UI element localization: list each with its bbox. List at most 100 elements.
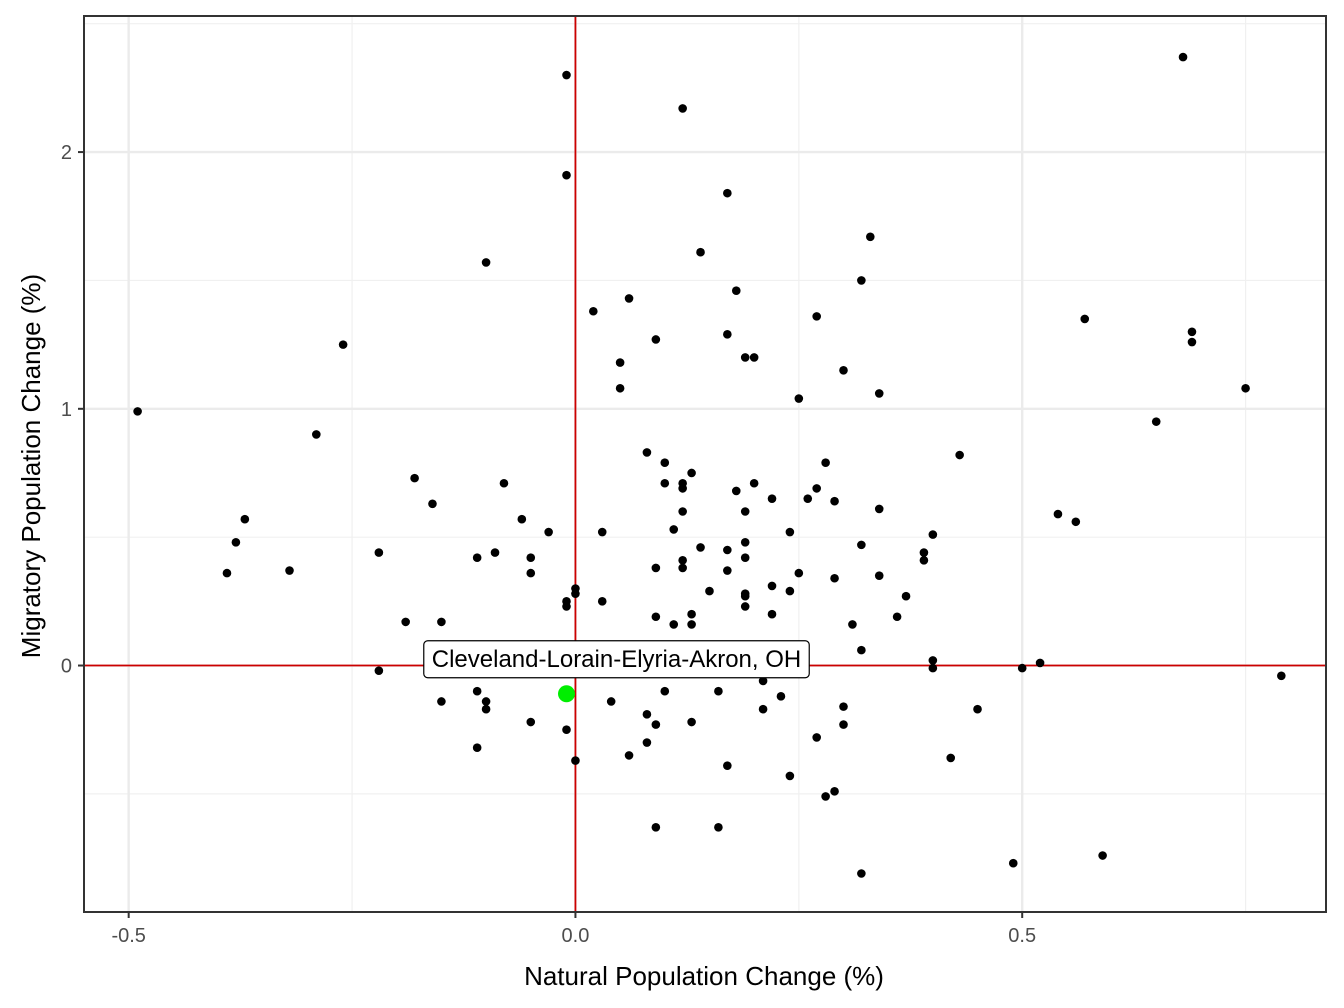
data-point <box>231 538 241 547</box>
data-point <box>874 571 884 580</box>
data-point <box>651 822 661 832</box>
data-point <box>696 543 705 552</box>
data-point <box>1008 858 1018 868</box>
data-point <box>714 822 723 832</box>
data-point <box>589 306 598 316</box>
data-point <box>892 612 902 622</box>
data-point <box>481 704 491 714</box>
data-point <box>687 609 696 619</box>
data-point <box>767 581 777 591</box>
data-point <box>758 676 768 686</box>
reference-lines <box>84 16 1326 912</box>
data-point <box>1178 52 1188 62</box>
data-point <box>437 617 446 627</box>
data-point <box>857 276 866 285</box>
data-point <box>723 330 732 339</box>
data-point <box>544 527 553 537</box>
data-point <box>723 566 732 575</box>
data-point <box>472 743 482 752</box>
y-axis-ticks: 0 1 2 <box>61 142 84 678</box>
data-point <box>705 586 714 596</box>
data-point <box>240 514 250 524</box>
data-point <box>767 609 777 619</box>
x-tick-label: 0.5 <box>1008 925 1036 947</box>
data-point <box>678 563 687 573</box>
data-point <box>481 258 491 267</box>
data-point <box>740 507 750 516</box>
data-point <box>374 548 384 557</box>
data-point <box>651 612 661 622</box>
data-point <box>678 507 687 516</box>
data-point <box>830 573 839 583</box>
data-point <box>785 586 795 596</box>
highlight-label: Cleveland-Lorain-Elyria-Akron, OH <box>432 646 801 673</box>
data-point <box>767 494 777 503</box>
data-point <box>624 294 634 303</box>
data-point <box>222 568 232 578</box>
data-point <box>866 232 875 242</box>
data-point <box>874 504 884 514</box>
data-point <box>946 753 956 763</box>
data-point <box>642 710 652 719</box>
data-point <box>660 478 670 488</box>
x-axis-title: Natural Population Change (%) <box>524 961 884 991</box>
data-point <box>794 568 804 578</box>
data-point <box>821 458 830 468</box>
data-point <box>481 697 491 706</box>
data-point <box>812 484 821 493</box>
data-point <box>624 751 634 760</box>
data-point <box>687 468 696 478</box>
data-point <box>731 486 741 496</box>
data-point <box>740 553 750 563</box>
data-point <box>848 620 857 629</box>
data-point <box>615 383 625 393</box>
data-point <box>499 478 509 488</box>
data-point <box>526 717 536 727</box>
data-point <box>651 563 661 573</box>
data-point <box>660 458 670 468</box>
data-point <box>562 725 571 735</box>
data-point <box>651 720 661 729</box>
data-point <box>472 553 482 563</box>
highlight-label-box <box>423 640 810 679</box>
data-point <box>696 247 705 257</box>
data-point <box>490 548 500 557</box>
data-point <box>714 686 723 696</box>
data-point <box>1071 517 1081 527</box>
data-point <box>669 620 679 629</box>
x-tick-label: 0.0 <box>562 925 590 947</box>
data-point <box>857 540 866 550</box>
data-point <box>723 545 732 555</box>
data-point <box>1080 314 1090 324</box>
data-point <box>812 312 821 321</box>
data-point <box>723 761 732 770</box>
data-point <box>374 666 384 675</box>
highlight-layer: Cleveland-Lorain-Elyria-Akron, OH <box>423 640 810 703</box>
data-points <box>133 52 1286 878</box>
data-point <box>901 591 911 601</box>
data-point <box>678 484 687 493</box>
data-point <box>830 496 839 506</box>
data-point <box>642 738 652 747</box>
data-point <box>687 620 696 629</box>
data-point <box>928 530 938 539</box>
data-point <box>517 514 527 524</box>
data-point <box>571 589 580 598</box>
data-point <box>973 704 982 714</box>
data-point <box>740 353 750 362</box>
y-tick-label: 1 <box>61 399 72 421</box>
data-point <box>723 188 732 198</box>
data-point <box>1035 658 1045 668</box>
highlight-point <box>558 685 576 703</box>
data-point <box>678 104 687 113</box>
data-point <box>472 686 482 696</box>
data-point <box>857 645 866 655</box>
data-point <box>428 499 437 509</box>
data-point <box>731 286 741 296</box>
data-point <box>955 450 964 460</box>
data-point <box>874 389 884 398</box>
data-point <box>1151 417 1161 426</box>
data-point <box>1098 851 1107 860</box>
